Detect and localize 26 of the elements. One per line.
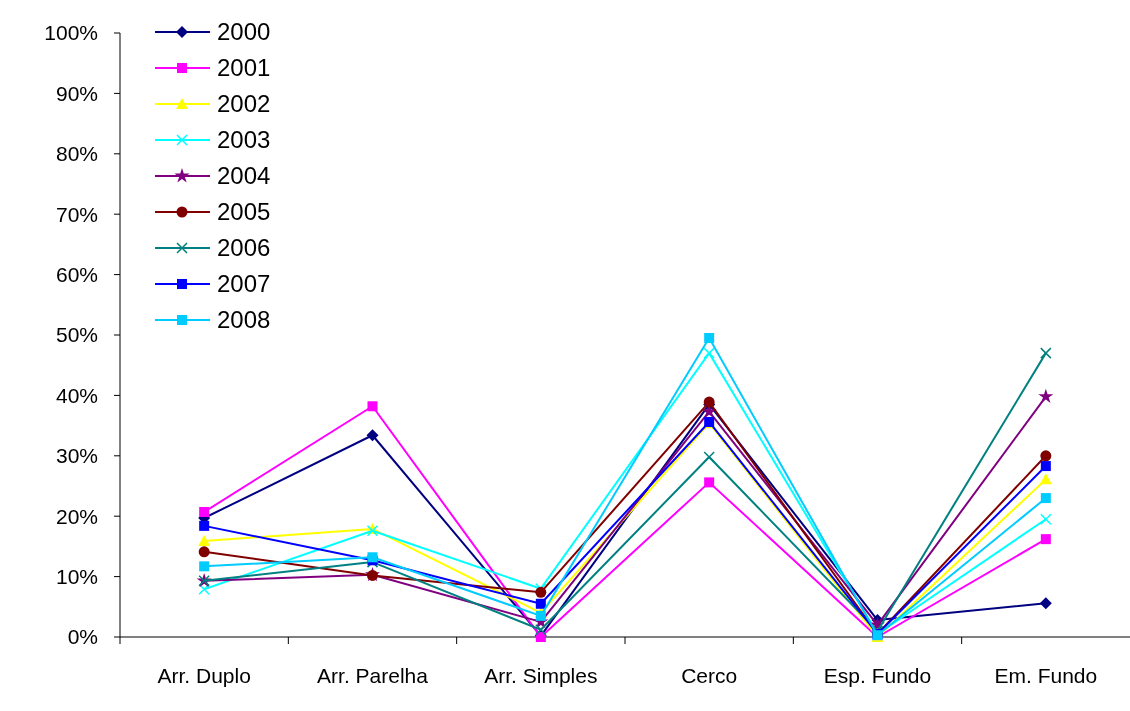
y-tick-label: 0% <box>67 625 98 649</box>
legend-label: 2007 <box>217 270 271 298</box>
x-tick-label: Arr. Simples <box>484 664 598 687</box>
legend-label: 2002 <box>217 90 271 118</box>
legend-label: 2003 <box>217 126 271 154</box>
y-tick-label: 80% <box>55 142 98 166</box>
y-tick-label: 40% <box>55 383 98 407</box>
y-tick-label: 100% <box>44 21 98 45</box>
legend-label: 2000 <box>217 18 271 46</box>
y-tick-label: 10% <box>55 564 98 588</box>
x-tick-label: Arr. Parelha <box>317 664 429 687</box>
legend-label: 2001 <box>217 54 271 82</box>
y-tick-label: 70% <box>55 202 98 226</box>
x-tick-label: Em. Fundo <box>994 664 1098 687</box>
legend-label: 2004 <box>217 162 271 190</box>
legend-label: 2005 <box>217 198 271 226</box>
x-tick-label: Arr. Duplo <box>157 664 251 687</box>
y-tick-label: 50% <box>55 323 98 347</box>
y-tick-label: 20% <box>55 504 98 528</box>
y-tick-label: 90% <box>55 81 98 105</box>
y-tick-label: 30% <box>55 444 98 468</box>
legend-label: 2006 <box>217 234 271 262</box>
x-tick-label: Cerco <box>681 664 738 687</box>
y-tick-label: 60% <box>55 262 98 286</box>
legend-label: 2008 <box>217 306 271 334</box>
x-tick-label: Esp. Fundo <box>823 664 932 687</box>
